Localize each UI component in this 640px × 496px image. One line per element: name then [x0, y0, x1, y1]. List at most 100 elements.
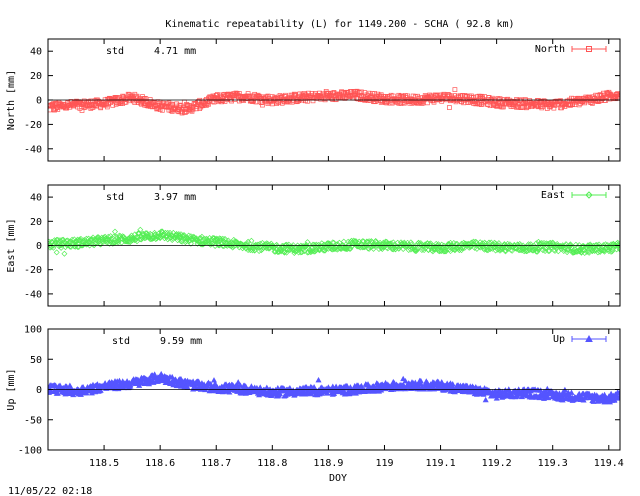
data-point: [94, 234, 101, 241]
data-point: [608, 241, 615, 248]
data-point: [590, 242, 597, 249]
series-point: [439, 246, 443, 250]
data-point: [390, 239, 397, 246]
series-point: [551, 394, 555, 398]
y-tick-label: 0: [36, 241, 42, 252]
panel-up: -100 -50 0 50 100 118.5 118.6 118.7 118.8 118.9 11…: [6, 325, 624, 470]
data-point: [436, 248, 443, 255]
legend-marker: [585, 191, 593, 199]
data-point: [178, 238, 184, 245]
data-point: [461, 100, 467, 106]
series-point: [579, 395, 583, 399]
series-point: [74, 389, 78, 393]
series-point: [523, 102, 527, 106]
data-point: [58, 242, 65, 249]
data-point: [597, 248, 604, 255]
data-point: [187, 240, 194, 247]
series-point: [186, 107, 190, 111]
x-tick-label: 118.9: [313, 458, 343, 469]
series-point: [298, 389, 302, 393]
data-point: [329, 239, 336, 246]
data-point: [523, 248, 530, 255]
data-point: [164, 229, 171, 236]
data-point: [359, 89, 364, 95]
data-point: [169, 373, 176, 380]
data-point: [344, 383, 351, 389]
data-point: [395, 100, 401, 105]
data-point: [420, 100, 426, 106]
data-point: [197, 241, 204, 248]
data-point: [470, 238, 477, 245]
data-point: [210, 377, 218, 383]
y-axis-label: North [mm]: [6, 70, 17, 130]
series-point: [158, 375, 162, 379]
data-point: [50, 244, 57, 251]
series-point: [467, 97, 471, 101]
data-point: [251, 247, 258, 254]
data-point: [291, 249, 298, 256]
data-point: [315, 376, 322, 383]
data-point: [125, 238, 132, 245]
data-point: [229, 244, 236, 251]
y-tick-label: -50: [24, 415, 42, 426]
data-point: [261, 241, 268, 248]
series-point: [298, 247, 302, 251]
x-tick-label: 119.3: [538, 458, 568, 469]
data-point: [174, 234, 181, 241]
series-point: [326, 245, 330, 249]
data-point: [260, 102, 265, 108]
data-point: [373, 242, 380, 249]
data-points: [48, 370, 620, 405]
data-point: [433, 240, 440, 247]
data-point: [68, 243, 74, 250]
data-point: [236, 91, 242, 96]
data-point: [232, 97, 238, 102]
data-point: [413, 247, 420, 254]
data-point: [449, 381, 456, 387]
data-point: [104, 104, 110, 110]
series-point: [214, 386, 218, 390]
data-point: [489, 245, 496, 252]
data-point: [110, 102, 116, 108]
data-point: [351, 238, 358, 245]
series-point: [186, 237, 190, 241]
data-point: [136, 230, 143, 237]
data-point: [269, 101, 275, 107]
y-tick-label: -20: [24, 120, 42, 131]
y-tick-label: 20: [30, 71, 42, 82]
series-point: [607, 246, 611, 250]
data-point: [276, 390, 284, 397]
y-tick-label: -40: [24, 144, 42, 155]
data-point: [545, 248, 552, 255]
series-point: [130, 96, 134, 100]
data-point: [591, 247, 598, 254]
data-point: [189, 106, 195, 112]
data-point: [321, 247, 327, 254]
data-point: [54, 390, 61, 396]
data-point: [514, 97, 519, 102]
x-tick-label: 118.8: [257, 458, 287, 469]
x-tick-label: 118.5: [89, 458, 119, 469]
y-axis-label: East [mm]: [6, 218, 17, 272]
data-point: [183, 109, 188, 115]
data-point: [212, 237, 219, 244]
legend-label: North: [535, 44, 565, 55]
y-tick-label: 20: [30, 217, 42, 228]
data-point: [148, 236, 155, 243]
series-point: [102, 239, 106, 243]
std-label: std: [112, 336, 130, 347]
series-point: [74, 241, 78, 245]
data-point: [543, 244, 550, 251]
data-point: [137, 226, 144, 233]
data-point: [305, 249, 312, 256]
data-point: [143, 96, 149, 101]
data-point: [581, 250, 588, 257]
data-point: [290, 242, 297, 249]
data-point: [463, 382, 471, 389]
data-point: [291, 91, 297, 97]
data-point: [161, 235, 168, 242]
data-point: [366, 245, 373, 252]
legend-marker: [585, 334, 593, 342]
data-point: [174, 101, 179, 107]
y-axis-label: Up [mm]: [6, 368, 17, 410]
